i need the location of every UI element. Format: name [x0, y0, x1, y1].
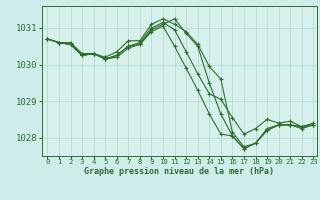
- X-axis label: Graphe pression niveau de la mer (hPa): Graphe pression niveau de la mer (hPa): [84, 167, 274, 176]
